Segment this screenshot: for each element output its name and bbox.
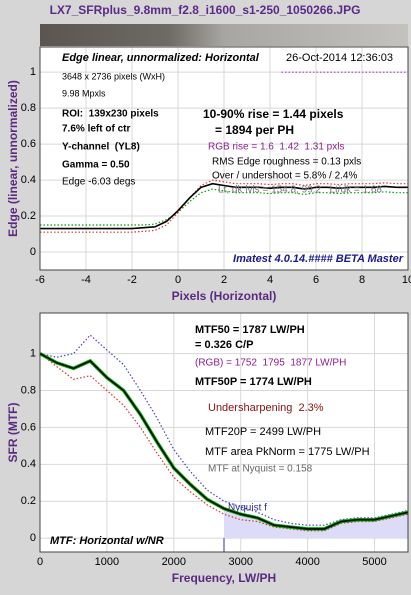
annotation: 3648 x 2736 pixels (WxH) [62,71,165,81]
plot-frame [39,312,409,553]
y-tick-label: 0.6 [21,421,36,433]
annotation: Undersharpening 2.3% [208,402,324,414]
y-tick-label: 0 [30,246,36,258]
plot-frame [39,46,409,271]
y-tick-label: 0.6 [21,138,36,150]
window-title: LX7_SFRplus_9.8mm_f2.8_i1600_s1-250_1050… [50,3,361,17]
annotation: Edge linear, unnormalized: Horizontal [62,52,260,64]
annotation: MTF: Horizontal w/NR [50,535,164,547]
edge-image-strip [40,24,408,46]
y-tick-label: 1 [30,66,36,78]
x-tick-label: 6 [313,274,319,286]
y-tick-label: 0.8 [21,102,36,114]
annotation: RMS Edge roughness = 0.13 pxls [212,157,361,168]
plots: 00.20.40.60.81-6-4-20246810Pixels (Horiz… [6,46,411,585]
y-axis-label: Edge (linear, unnormalized) [6,80,20,237]
series-line [40,182,408,230]
x-tick-label: 4 [267,274,273,286]
y-tick-label: 0.4 [21,458,36,470]
y-tick-label: 0 [30,532,36,544]
y-tick-label: 0.8 [21,384,36,396]
nyquist-shade [224,508,408,539]
y-tick-label: 0.4 [21,174,36,186]
y-axis-label: SFR (MTF) [6,403,20,463]
annotation: = 0.326 C/P [195,339,253,351]
annotation: MTF50 = 1787 LW/PH [195,324,305,336]
annotation: Edge -6.03 degs [62,177,135,188]
x-tick-label: -6 [35,274,45,286]
x-tick-label: -2 [127,274,137,286]
x-tick-label: 2000 [162,556,186,568]
x-tick-label: 1000 [95,556,119,568]
annotation: Over / undershoot = 5.8% / 2.4% [212,171,357,182]
annotation: 10-90% rise = 1.44 pixels [203,107,344,121]
annotation: MTF at Nyquist = 0.158 [208,464,313,475]
annotation: MTF20P = 2499 LW/PH [205,426,321,438]
y-tick-label: 0.2 [21,495,36,507]
x-tick-label: 0 [37,556,43,568]
annotation: MTF50P = 1774 LW/PH [195,376,312,388]
x-tick-label: 3000 [228,556,252,568]
annotation: Y-channel (YL8) [62,142,140,153]
x-tick-label: 10 [402,274,411,286]
annotation: 26-Oct-2014 12:36:03 [286,52,393,64]
x-tick-label: -4 [81,274,91,286]
y-tick-label: 1 [30,348,36,360]
annotation: Lt, dk lvls = 154.8, 99.2 Lt/dk = 1.68 [218,185,382,196]
annotation: 9.98 Mpxls [62,88,106,98]
y-tick-label: 0.2 [21,210,36,222]
series-line [39,353,409,532]
x-axis-label: Frequency, LW/PH [172,571,276,585]
annotation: (RGB) = 1752 1795 1877 LW/PH [195,358,346,369]
annotation: = 1894 per PH [215,123,294,137]
annotation: RGB rise = 1.6 1.42 1.31 pxls [208,142,344,153]
annotation: Gamma = 0.50 [62,160,130,171]
series-line [39,352,409,530]
nyquist-label: Nyquist f [228,503,267,514]
annotation: 7.6% left of ctr [62,124,130,135]
x-tick-label: 0 [175,274,181,286]
x-tick-label: 2 [221,274,227,286]
annotation: ROI: 139x230 pixels [62,109,159,120]
x-axis-label: Pixels (Horizontal) [172,289,277,303]
series-line [39,334,409,526]
annotation: MTF area PkNorm = 1775 LW/PH [205,446,370,458]
x-tick-label: 8 [359,274,365,286]
x-tick-label: 4000 [295,556,319,568]
annotation: Imatest 4.0.14.#### BETA Master [233,253,404,265]
x-tick-label: 5000 [362,556,386,568]
